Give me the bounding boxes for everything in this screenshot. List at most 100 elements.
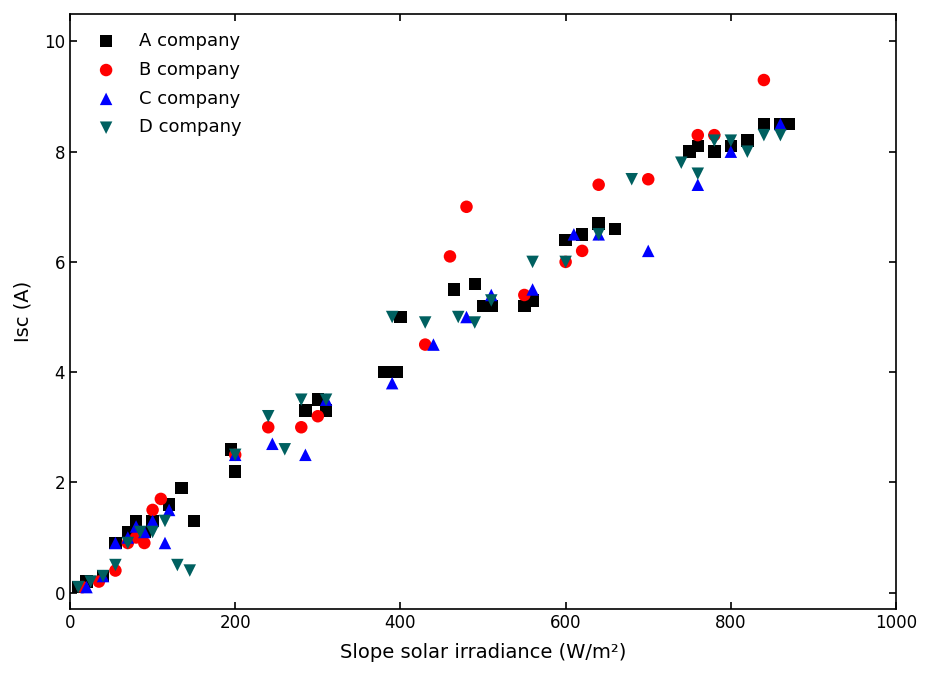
- D company: [723, 135, 738, 146]
- C company: [525, 284, 540, 295]
- D company: [691, 168, 706, 179]
- A company: [174, 483, 189, 493]
- A company: [773, 119, 788, 130]
- A company: [682, 146, 697, 157]
- B company: [756, 74, 771, 85]
- B company: [120, 537, 135, 548]
- A company: [71, 581, 86, 592]
- A company: [756, 119, 771, 130]
- D company: [170, 560, 185, 571]
- D company: [108, 560, 123, 571]
- C company: [265, 438, 280, 449]
- C company: [723, 146, 738, 157]
- B company: [154, 493, 169, 504]
- C company: [591, 229, 606, 240]
- B company: [641, 174, 655, 185]
- A company: [740, 135, 755, 146]
- D company: [71, 581, 86, 592]
- D company: [182, 565, 197, 576]
- A company: [298, 406, 313, 416]
- C company: [228, 450, 243, 460]
- C company: [79, 581, 94, 592]
- D company: [228, 450, 243, 460]
- D company: [96, 571, 111, 581]
- C company: [566, 229, 581, 240]
- D company: [318, 394, 333, 405]
- C company: [162, 504, 177, 515]
- D company: [591, 229, 606, 240]
- B company: [517, 289, 532, 300]
- B company: [74, 581, 89, 592]
- A company: [120, 527, 135, 537]
- C company: [108, 537, 123, 548]
- B company: [574, 245, 589, 256]
- B company: [145, 504, 160, 515]
- A company: [781, 119, 796, 130]
- A company: [723, 141, 738, 151]
- A company: [96, 571, 111, 581]
- A company: [691, 141, 706, 151]
- A company: [310, 394, 325, 405]
- D company: [418, 317, 433, 328]
- B company: [261, 422, 276, 433]
- D company: [157, 516, 172, 527]
- C company: [145, 516, 160, 527]
- A company: [376, 367, 391, 378]
- A company: [525, 295, 540, 306]
- C company: [120, 532, 135, 543]
- A company: [467, 279, 482, 289]
- C company: [773, 119, 788, 130]
- A company: [318, 406, 333, 416]
- A company: [707, 146, 722, 157]
- D company: [773, 130, 788, 141]
- B company: [228, 450, 243, 460]
- B company: [91, 576, 106, 587]
- C company: [484, 289, 499, 300]
- B company: [294, 422, 309, 433]
- B company: [310, 411, 325, 422]
- C company: [96, 571, 111, 581]
- A company: [79, 576, 94, 587]
- D company: [133, 527, 148, 537]
- C company: [298, 450, 313, 460]
- B company: [691, 130, 706, 141]
- A company: [476, 301, 491, 312]
- D company: [83, 576, 98, 587]
- A company: [559, 235, 573, 245]
- B company: [707, 130, 722, 141]
- D company: [707, 135, 722, 146]
- D company: [120, 537, 135, 548]
- A company: [228, 466, 243, 477]
- D company: [467, 317, 482, 328]
- D company: [145, 527, 160, 537]
- A company: [145, 516, 160, 527]
- D company: [484, 295, 499, 306]
- B company: [459, 201, 474, 212]
- D company: [451, 312, 466, 322]
- C company: [459, 312, 474, 322]
- A company: [389, 367, 404, 378]
- A company: [108, 537, 123, 548]
- B company: [442, 251, 457, 262]
- B company: [559, 256, 573, 267]
- A company: [517, 301, 532, 312]
- A company: [186, 516, 201, 527]
- A company: [393, 312, 408, 322]
- A company: [137, 527, 152, 537]
- A company: [608, 224, 623, 235]
- C company: [137, 527, 152, 537]
- B company: [108, 565, 123, 576]
- C company: [157, 537, 172, 548]
- C company: [691, 179, 706, 190]
- B company: [128, 532, 143, 543]
- A company: [447, 284, 462, 295]
- D company: [385, 312, 399, 322]
- A company: [128, 516, 143, 527]
- C company: [641, 245, 655, 256]
- X-axis label: Slope solar irradiance (W/m²): Slope solar irradiance (W/m²): [340, 643, 627, 662]
- D company: [740, 146, 755, 157]
- Y-axis label: Isc (A): Isc (A): [14, 281, 33, 342]
- D company: [277, 444, 292, 455]
- B company: [137, 537, 152, 548]
- C company: [128, 521, 143, 532]
